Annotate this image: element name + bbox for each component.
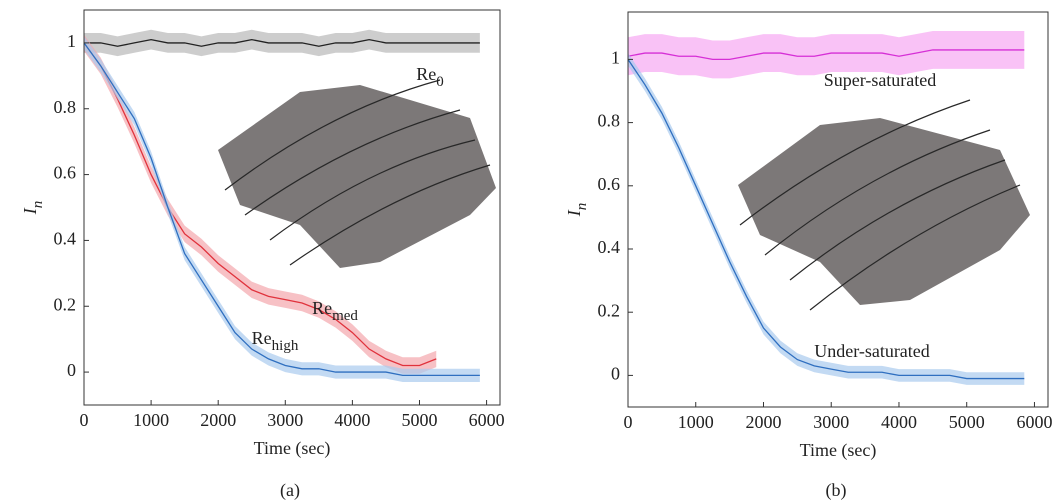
x-tick-label: 3000 [267, 410, 303, 430]
x-tick-label: 2000 [200, 410, 236, 430]
flow-arrow [224, 79, 441, 191]
y-axis-label-main: I [20, 207, 40, 215]
y-tick-label: 1 [611, 48, 620, 68]
flow-arrow [809, 184, 1021, 311]
y-axis-label-main: I [564, 209, 584, 217]
series-label: Remed [312, 298, 358, 324]
y-axis-label-subscript: n [574, 203, 590, 211]
x-tick-label: 5000 [949, 412, 985, 432]
y-tick-label: 0.4 [54, 229, 77, 249]
panel-caption: (b) [826, 480, 847, 501]
x-tick-label: 6000 [469, 410, 505, 430]
y-tick-label: 0.2 [54, 294, 77, 314]
series-name: Re [312, 298, 332, 318]
x-tick-label: 5000 [401, 410, 437, 430]
line [83, 42, 437, 367]
y-tick-label: 0 [611, 364, 620, 384]
series-subscript: med [332, 308, 358, 324]
flow-arrow [244, 109, 461, 216]
x-tick-label: 4000 [334, 410, 370, 430]
x-axis-label: Time (sec) [800, 440, 877, 461]
flow-arrow [269, 139, 476, 241]
y-axis-label-subscript: n [30, 201, 46, 209]
y-tick-label: 0.8 [598, 111, 621, 131]
series-label: Rehigh [252, 328, 299, 354]
plot-frame [627, 11, 1049, 408]
x-axis-label: Time (sec) [254, 438, 331, 459]
x-tick-label: 0 [80, 410, 89, 430]
series-name: Under-saturated [814, 341, 930, 361]
flow-arrow [739, 99, 971, 226]
x-tick-label: 2000 [745, 412, 781, 432]
surface [218, 85, 496, 268]
series-label: Under-saturated [814, 341, 930, 361]
illustration-a [218, 79, 496, 268]
series-name: Re [416, 64, 436, 84]
line [627, 49, 1025, 61]
line [83, 42, 480, 377]
y-axis-label: In [20, 201, 46, 216]
series-label: Re0 [416, 64, 444, 90]
y-tick-label: 0 [67, 360, 76, 380]
x-tick-label: 1000 [133, 410, 169, 430]
y-axis-label: In [564, 203, 590, 218]
x-tick-label: 4000 [881, 412, 917, 432]
series-subscript: high [272, 338, 299, 354]
series-subscript: 0 [436, 74, 444, 90]
plot-frame [83, 9, 501, 406]
x-tick-label: 3000 [813, 412, 849, 432]
flow-arrow [789, 159, 1006, 281]
y-tick-label: 1 [67, 31, 76, 51]
line [84, 38, 480, 47]
series-label: Super-saturated [824, 70, 937, 90]
y-tick-label: 0.8 [54, 97, 77, 117]
y-tick-label: 0.2 [598, 300, 621, 320]
x-tick-label: 1000 [678, 412, 714, 432]
flow-arrow [764, 129, 991, 256]
illustration-b [738, 99, 1030, 311]
line [627, 59, 1025, 380]
flow-arrow [289, 164, 491, 266]
x-tick-label: 0 [624, 412, 633, 432]
x-tick-label: 6000 [1016, 412, 1052, 432]
y-tick-label: 0.6 [54, 163, 77, 183]
series-name: Re [252, 328, 272, 348]
y-tick-label: 0.4 [598, 237, 621, 257]
surface [738, 118, 1030, 305]
y-tick-label: 0.6 [598, 174, 621, 194]
panel-caption: (a) [280, 480, 300, 501]
series-name: Super-saturated [824, 70, 937, 90]
